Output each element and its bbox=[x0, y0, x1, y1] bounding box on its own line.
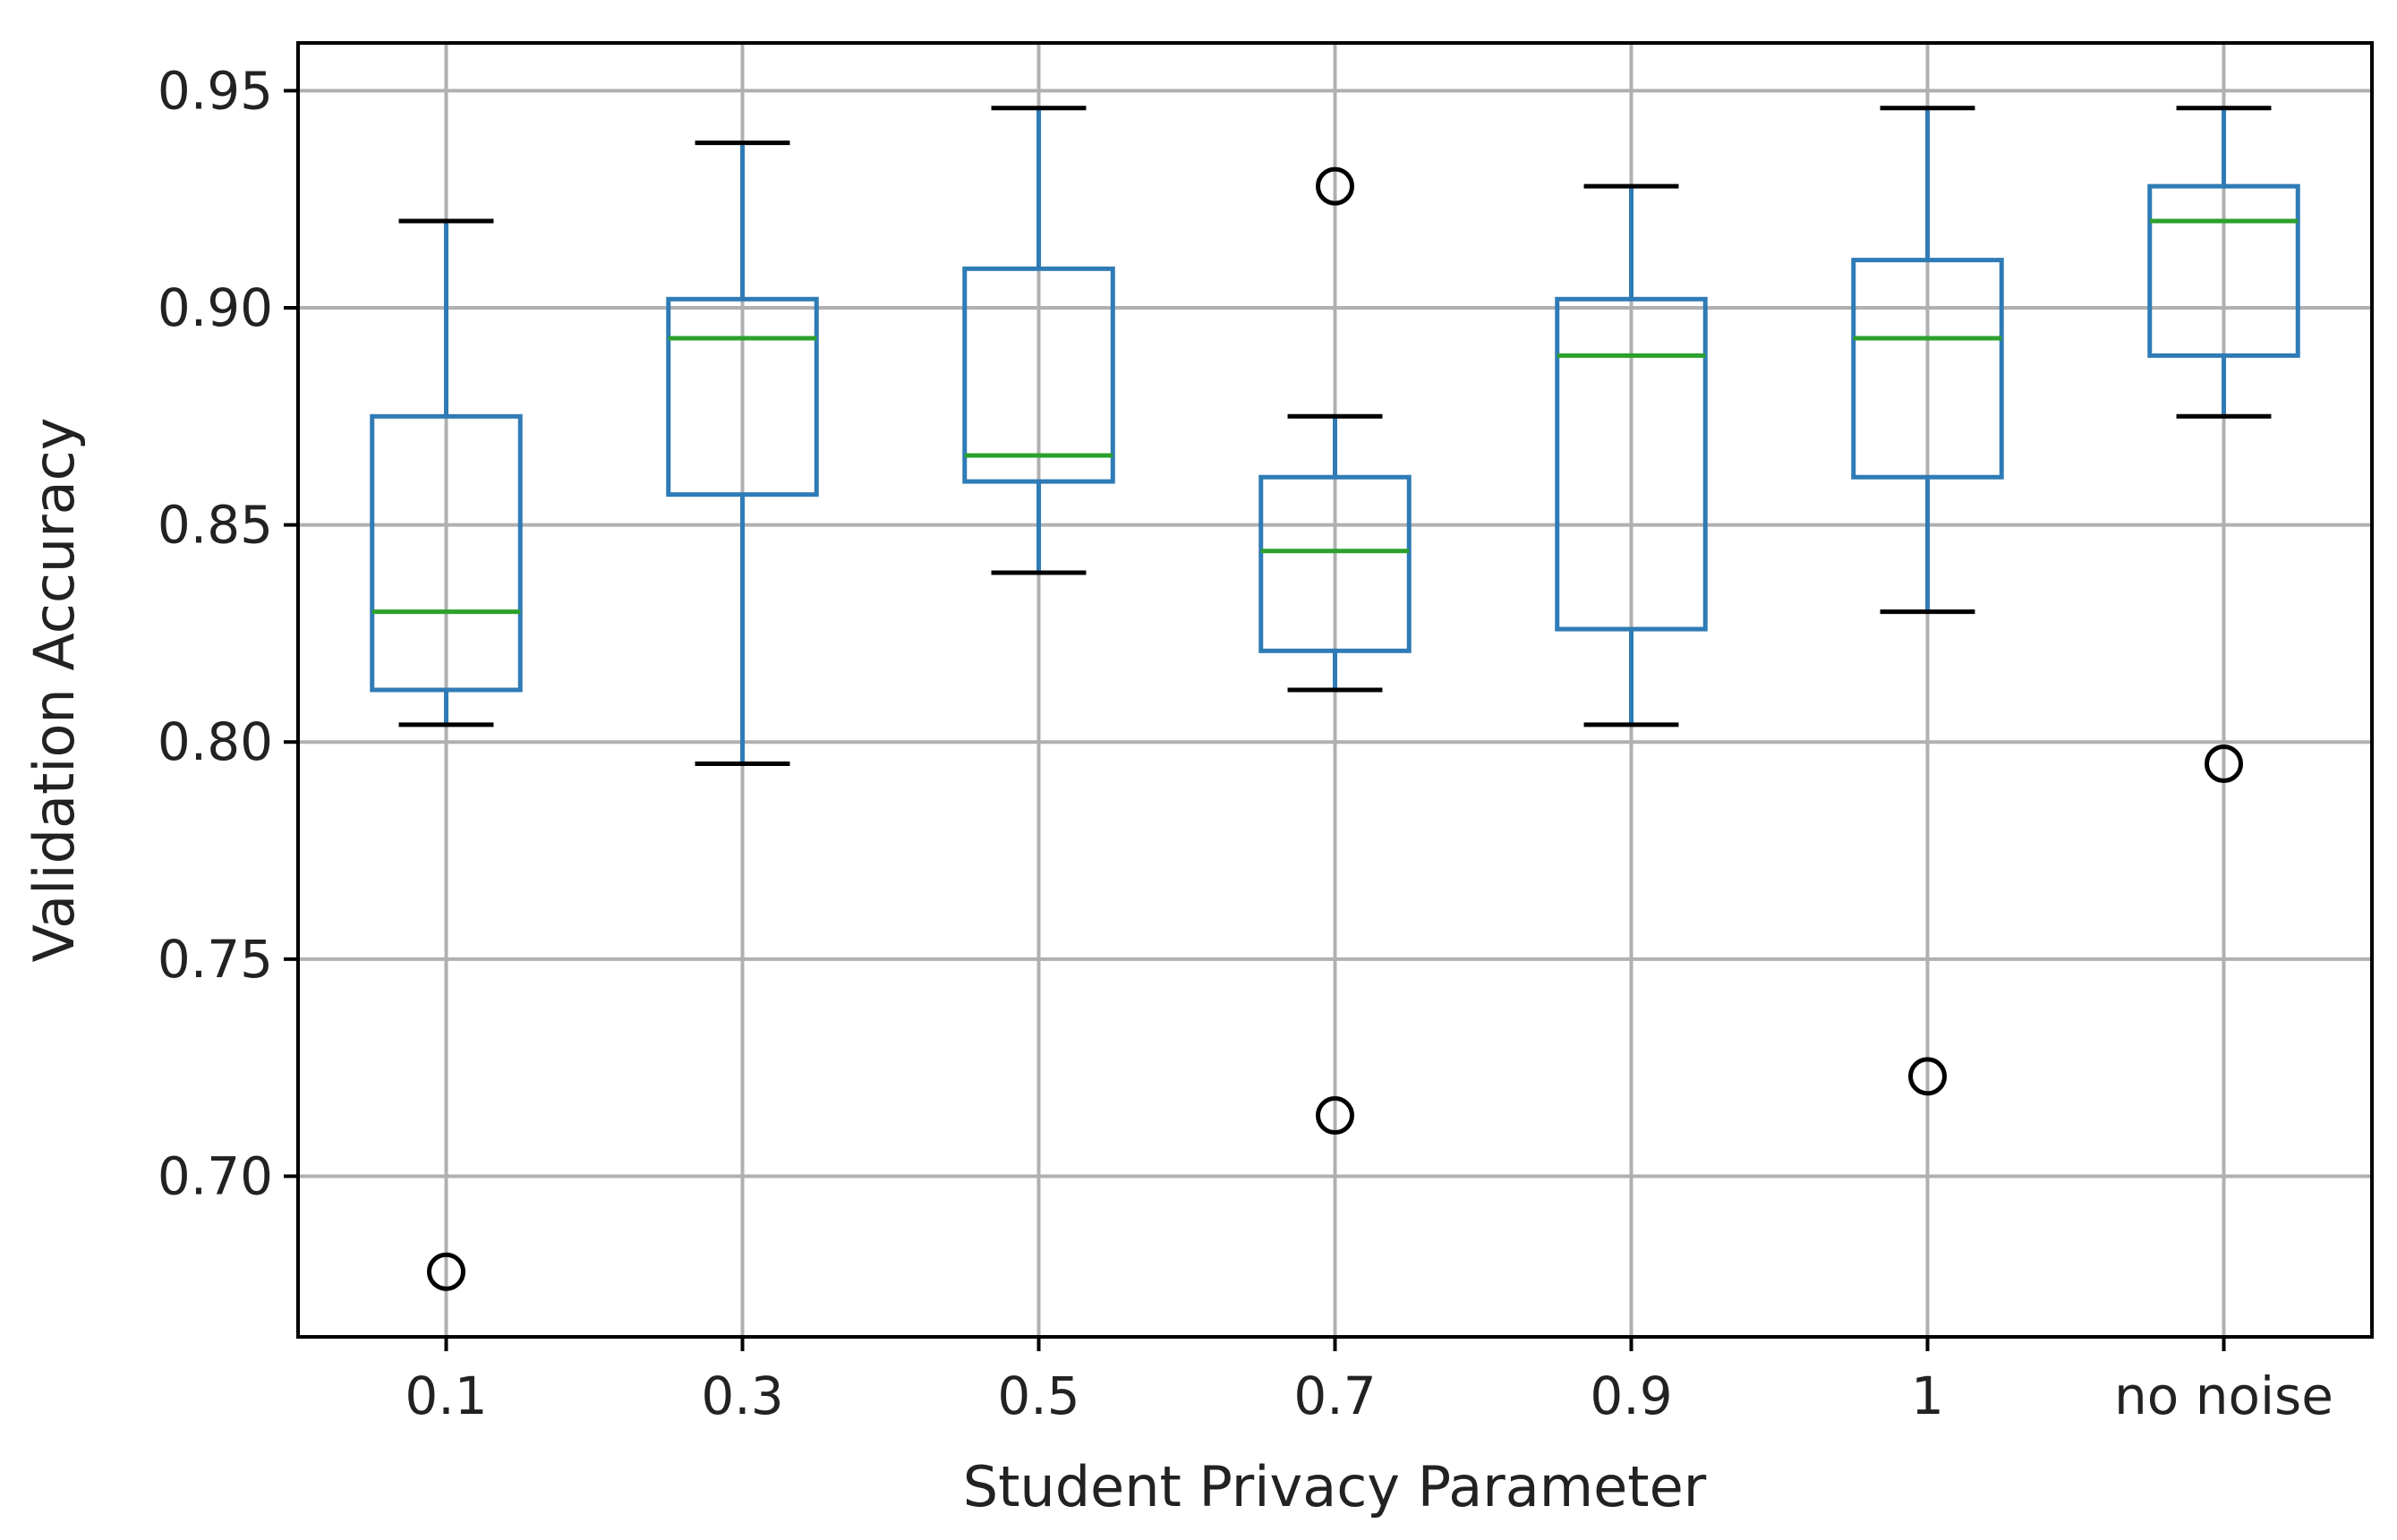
outlier-point bbox=[1908, 1057, 1947, 1096]
y-axis-label: Validation Accuracy bbox=[21, 418, 87, 963]
box-group-0.5 bbox=[962, 106, 1115, 575]
iqr-box bbox=[370, 413, 523, 693]
outlier-point bbox=[1316, 1096, 1354, 1136]
y-tick-label: 0.80 bbox=[158, 711, 273, 772]
x-tick-label: 0.7 bbox=[1293, 1366, 1376, 1426]
box-group-1 bbox=[1851, 106, 2004, 1096]
box-layer bbox=[370, 106, 2300, 1291]
x-axis-label: Student Privacy Parameter bbox=[963, 1454, 1707, 1519]
box-group-0.3 bbox=[666, 140, 819, 766]
box-group-0.1 bbox=[370, 218, 523, 1291]
iqr-box bbox=[666, 296, 819, 498]
x-axis-ticks: 0.1 0.3 0.5 0.7 0.9 1 no noise bbox=[405, 1337, 2333, 1426]
iqr-box bbox=[1555, 296, 1708, 632]
x-tick-label: no noise bbox=[2114, 1366, 2333, 1426]
iqr-box bbox=[1258, 474, 1412, 653]
x-tick-label: 0.1 bbox=[405, 1366, 487, 1426]
x-tick-label: 0.3 bbox=[701, 1366, 783, 1426]
outlier-point bbox=[1316, 166, 1354, 206]
y-tick-label: 0.75 bbox=[158, 929, 273, 990]
iqr-box bbox=[962, 266, 1115, 484]
y-tick-label: 0.95 bbox=[158, 60, 273, 121]
outlier-point bbox=[427, 1252, 465, 1291]
x-tick-label: 0.5 bbox=[997, 1366, 1079, 1426]
x-tick-label: 1 bbox=[1911, 1366, 1944, 1426]
iqr-box bbox=[1851, 258, 2004, 480]
x-tick-label: 0.9 bbox=[1590, 1366, 1672, 1426]
box-group-0.7 bbox=[1258, 166, 1412, 1136]
y-axis-ticks: 0.70 0.75 0.80 0.85 0.90 0.95 bbox=[158, 60, 298, 1206]
box-group-0.9 bbox=[1555, 183, 1708, 727]
y-tick-label: 0.70 bbox=[158, 1145, 273, 1206]
box-group-no-noise bbox=[2147, 106, 2300, 783]
y-tick-label: 0.90 bbox=[158, 277, 273, 338]
iqr-box bbox=[2147, 183, 2300, 358]
outlier-point bbox=[2205, 744, 2243, 783]
y-tick-label: 0.85 bbox=[158, 495, 273, 556]
